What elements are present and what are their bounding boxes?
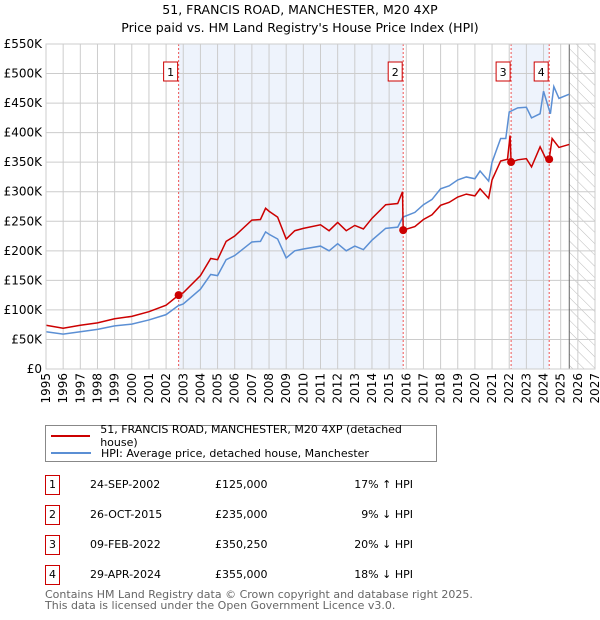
hpi-line	[45, 83, 570, 335]
sale-date: 09-FEB-2022	[90, 538, 161, 551]
sale-number: 2	[45, 505, 60, 525]
y-tick-label: £500K	[4, 67, 44, 81]
x-tick-label: 2018	[434, 373, 448, 404]
legend-label: HPI: Average price, detached house, Manc…	[101, 446, 369, 460]
footer-line: This data is licensed under the Open Gov…	[45, 599, 396, 612]
y-tick-label: £200K	[4, 244, 44, 258]
sale-point	[545, 155, 554, 164]
sale-date: 29-APR-2024	[90, 568, 162, 581]
legend: 51, FRANCIS ROAD, MANCHESTER, M20 4XP (d…	[45, 423, 437, 462]
sale-label: 3	[500, 66, 507, 79]
legend-item-hpi: HPI: Average price, detached house, Manc…	[46, 445, 369, 461]
x-tick-label: 2024	[537, 373, 551, 404]
sale-label: 1	[167, 66, 174, 79]
x-tick-label: 2006	[228, 373, 242, 404]
sale-price: £355,000	[215, 568, 268, 581]
x-tick-label: 2025	[554, 373, 568, 404]
x-tick-label: 2001	[142, 373, 156, 404]
x-tick-label: 2015	[382, 373, 396, 404]
sale-point	[399, 226, 408, 235]
x-tick-label: 2008	[262, 373, 276, 404]
sale-number: 4	[45, 565, 60, 585]
x-tick-label: 2023	[519, 373, 533, 404]
x-tick-label: 2022	[502, 373, 516, 404]
legend-item-property: 51, FRANCIS ROAD, MANCHESTER, M20 4XP (d…	[46, 423, 436, 449]
x-tick-label: 1998	[90, 373, 104, 404]
sale-label-box	[533, 61, 549, 82]
sale-date: 26-OCT-2015	[90, 508, 163, 521]
x-tick-label: 2003	[176, 373, 190, 404]
y-tick-label: £50K	[11, 332, 43, 346]
x-tick-label: 1999	[108, 373, 122, 404]
x-tick-label: 2000	[125, 373, 139, 404]
x-tick-label: 2007	[245, 373, 259, 404]
y-tick-label: £350K	[4, 155, 44, 169]
forecast-hatch	[569, 44, 595, 369]
x-tick-label: 2027	[588, 373, 600, 404]
x-tick-label: 2026	[571, 373, 585, 404]
table-row: 2 26-OCT-2015 £235,000 9% ↓ HPI	[45, 505, 465, 527]
y-tick-label: £250K	[4, 214, 44, 228]
y-tick-label: £400K	[4, 126, 44, 140]
sale-hpi-diff: 20% ↓ HPI	[354, 538, 413, 551]
x-tick-label: 1997	[73, 373, 87, 404]
holding-period-band	[178, 44, 404, 369]
table-row: 3 09-FEB-2022 £350,250 20% ↓ HPI	[45, 535, 465, 557]
x-tick-label: 2009	[279, 373, 293, 404]
sale-hpi-diff: 17% ↑ HPI	[354, 478, 413, 491]
x-tick-label: 2016	[399, 373, 413, 404]
x-tick-label: 1996	[56, 373, 70, 404]
sale-label: 2	[392, 66, 399, 79]
x-tick-label: 2021	[485, 373, 499, 404]
price-chart: £0 £50K £100K £150K £200K £250K £300K £350K £400…	[4, 37, 600, 404]
x-tick-label: 2013	[348, 373, 362, 404]
y-tick-label: £300K	[4, 185, 44, 199]
chart-title: 51, FRANCIS ROAD, MANCHESTER, M20 4XP	[162, 2, 438, 17]
x-tick-label: 2011	[314, 373, 328, 404]
x-tick-label: 2017	[416, 373, 430, 404]
table-row: 4 29-APR-2024 £355,000 18% ↓ HPI	[45, 565, 465, 587]
x-tick-label: 2004	[193, 373, 207, 404]
sale-number: 3	[45, 535, 60, 555]
sale-number: 1	[45, 475, 60, 495]
y-tick-label: £450K	[4, 96, 44, 110]
table-row: 1 24-SEP-2002 £125,000 17% ↑ HPI	[45, 475, 465, 497]
plot-border	[45, 43, 596, 370]
x-tick-label: 2010	[296, 373, 310, 404]
sale-price: £350,250	[215, 538, 268, 551]
sale-hpi-diff: 18% ↓ HPI	[354, 568, 413, 581]
x-tick-label: 2020	[468, 373, 482, 404]
sale-price: £125,000	[215, 478, 268, 491]
sale-date: 24-SEP-2002	[90, 478, 161, 491]
sale-price: £235,000	[215, 508, 268, 521]
sale-point	[507, 158, 516, 167]
sale-label-box	[387, 61, 403, 82]
sale-point	[174, 291, 183, 300]
y-tick-label: £550K	[4, 37, 44, 51]
legend-swatch-blue	[51, 452, 91, 454]
sale-label-box	[163, 61, 179, 82]
x-tick-label: 2019	[451, 373, 465, 404]
legend-swatch-red	[51, 435, 91, 437]
sale-label-box	[495, 61, 511, 82]
footer: Contains HM Land Registry data © Crown c…	[45, 589, 473, 611]
y-tick-label: £100K	[4, 303, 44, 317]
x-tick-label: 2012	[331, 373, 345, 404]
footer-line: Contains HM Land Registry data © Crown c…	[45, 588, 473, 601]
legend-label: 51, FRANCIS ROAD, MANCHESTER, M20 4XP (d…	[100, 423, 402, 449]
x-tick-label: 2002	[159, 373, 173, 404]
sale-hpi-diff: 9% ↓ HPI	[361, 508, 413, 521]
y-tick-label: £150K	[4, 273, 44, 287]
x-tick-label: 2014	[365, 373, 379, 404]
x-tick-label: 2005	[211, 373, 225, 404]
sale-label: 4	[538, 66, 545, 79]
chart-subtitle: Price paid vs. HM Land Registry's House …	[121, 20, 479, 35]
x-tick-label: 1995	[39, 373, 53, 404]
property-price-line	[45, 135, 570, 329]
y-tick-label: £0	[27, 362, 42, 376]
